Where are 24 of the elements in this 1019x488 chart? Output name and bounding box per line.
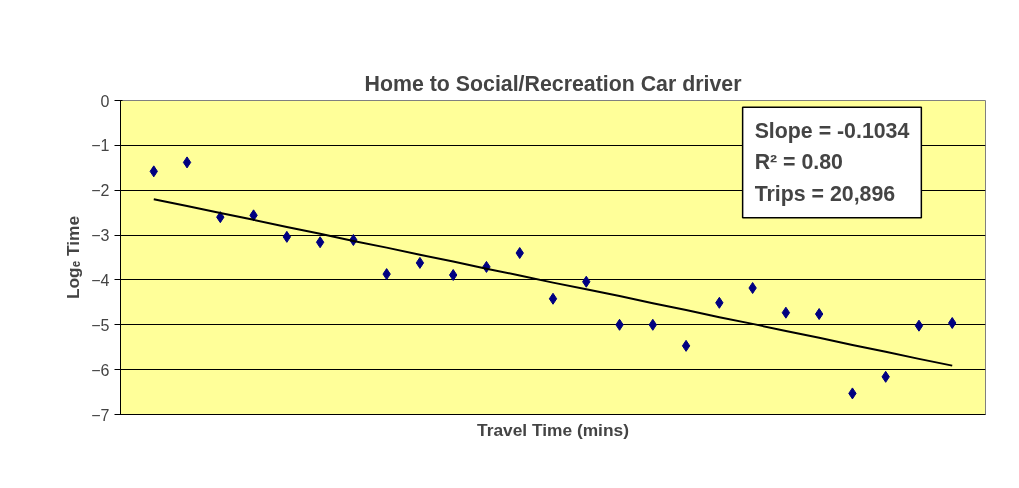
- y-tick-label: −2: [91, 182, 110, 200]
- y-tick-label: −3: [91, 227, 110, 245]
- point: [781, 306, 791, 319]
- x-axis-title: Travel Time (mins): [477, 419, 629, 440]
- annotation: Trips = 20,896: [754, 181, 896, 206]
- y-tick-label: −5: [91, 316, 110, 334]
- annotation: Slope = -0.1034: [754, 119, 910, 144]
- point: [415, 256, 425, 269]
- y-tick-label: 0: [100, 92, 110, 110]
- y-tick-label: −1: [91, 137, 110, 155]
- point: [914, 319, 924, 332]
- annotation: R² = 0.80: [754, 150, 843, 175]
- point: [814, 308, 824, 321]
- y-tick-label: −4: [91, 271, 110, 289]
- point: [748, 282, 757, 294]
- point: [282, 230, 292, 243]
- chart-title: Home to Social/Recreation Car driver: [364, 71, 742, 96]
- point: [681, 339, 691, 352]
- point: [548, 292, 558, 305]
- y-axis-title: Logₑ Time: [63, 215, 84, 300]
- point: [182, 156, 192, 169]
- point: [315, 236, 325, 249]
- y-tick-label: −7: [91, 406, 110, 424]
- y-tick-label: −6: [91, 361, 110, 379]
